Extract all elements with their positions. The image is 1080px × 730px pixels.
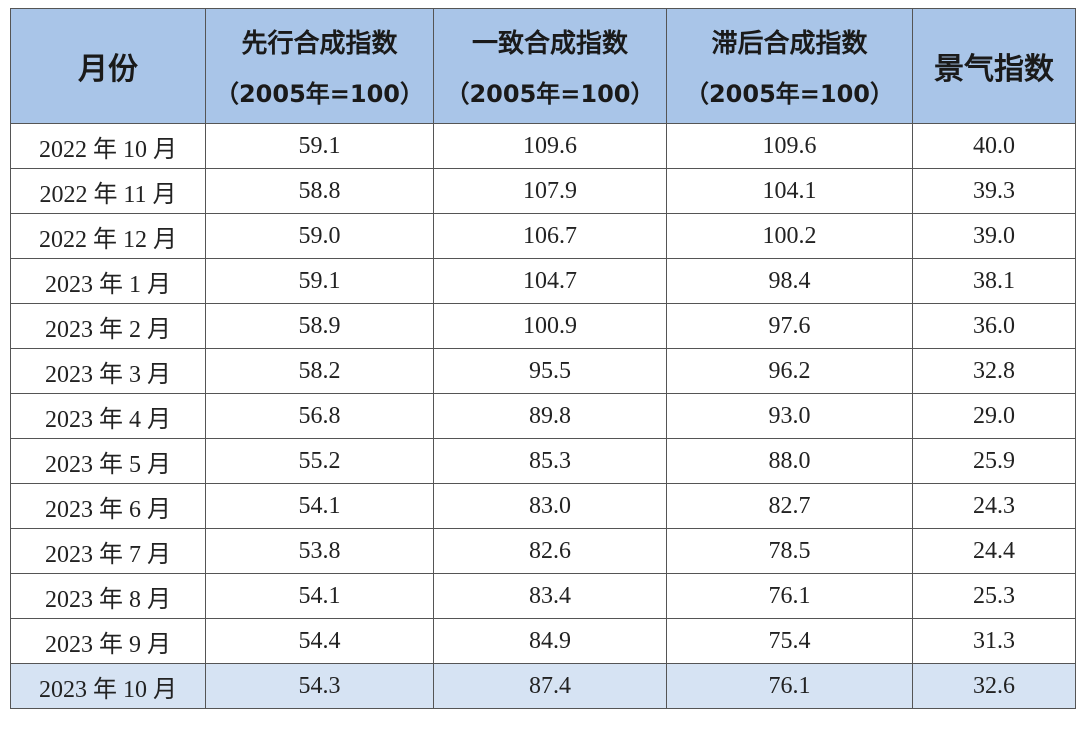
value-cell: 38.1 [912, 258, 1076, 304]
month-cell: 2022 年 12 月 [10, 213, 206, 259]
value-cell: 58.2 [205, 348, 434, 394]
header-title: 先行合成指数 [241, 29, 398, 59]
month-cell: 2023 年 6 月 [10, 483, 206, 529]
value-cell: 25.3 [912, 573, 1076, 619]
value-cell: 56.8 [205, 393, 434, 439]
month-cell: 2022 年 11 月 [10, 168, 206, 214]
value-cell: 78.5 [666, 528, 913, 574]
value-cell: 89.8 [433, 393, 667, 439]
value-cell: 75.4 [666, 618, 913, 664]
index-table: 月份 先行合成指数 （2005年=100） 一致合成指数 （2005年=100） 滞后合成… [10, 8, 1076, 709]
value-cell: 83.4 [433, 573, 667, 619]
value-cell: 76.1 [666, 663, 913, 709]
table-row: 2023 年 7 月 53.8 82.6 78.5 24.4 [10, 528, 1076, 574]
header-subtitle: （2005年=100） [445, 80, 655, 108]
value-cell: 53.8 [205, 528, 434, 574]
header-cell: 滞后合成指数 （2005年=100） [666, 8, 913, 124]
value-cell: 58.9 [205, 303, 434, 349]
table-row: 2023 年 9 月 54.4 84.9 75.4 31.3 [10, 618, 1076, 664]
value-cell: 100.9 [433, 303, 667, 349]
value-cell: 93.0 [666, 393, 913, 439]
month-cell: 2023 年 2 月 [10, 303, 206, 349]
header-row: 月份 先行合成指数 （2005年=100） 一致合成指数 （2005年=100） 滞后合成… [10, 8, 1076, 124]
table-row: 2022 年 11 月 58.8 107.9 104.1 39.3 [10, 168, 1076, 214]
value-cell: 54.1 [205, 573, 434, 619]
month-cell: 2023 年 9 月 [10, 618, 206, 664]
value-cell: 31.3 [912, 618, 1076, 664]
value-cell: 39.3 [912, 168, 1076, 214]
header-subtitle: （2005年=100） [684, 80, 894, 108]
header-cell: 一致合成指数 （2005年=100） [433, 8, 667, 124]
value-cell: 100.2 [666, 213, 913, 259]
table-row: 2023 年 6 月 54.1 83.0 82.7 24.3 [10, 483, 1076, 529]
table-row: 2022 年 10 月 59.1 109.6 109.6 40.0 [10, 123, 1076, 169]
value-cell: 109.6 [666, 123, 913, 169]
table-row: 2023 年 4 月 56.8 89.8 93.0 29.0 [10, 393, 1076, 439]
value-cell: 87.4 [433, 663, 667, 709]
value-cell: 40.0 [912, 123, 1076, 169]
month-cell: 2023 年 5 月 [10, 438, 206, 484]
value-cell: 39.0 [912, 213, 1076, 259]
value-cell: 54.3 [205, 663, 434, 709]
value-cell: 58.8 [205, 168, 434, 214]
value-cell: 24.4 [912, 528, 1076, 574]
value-cell: 54.1 [205, 483, 434, 529]
value-cell: 54.4 [205, 618, 434, 664]
value-cell: 95.5 [433, 348, 667, 394]
month-cell: 2023 年 8 月 [10, 573, 206, 619]
table-body: 2022 年 10 月 59.1 109.6 109.6 40.0 2022 年 11 月… [10, 123, 1076, 709]
value-cell: 84.9 [433, 618, 667, 664]
value-cell: 97.6 [666, 303, 913, 349]
value-cell: 98.4 [666, 258, 913, 304]
value-cell: 76.1 [666, 573, 913, 619]
table-row: 2023 年 3 月 58.2 95.5 96.2 32.8 [10, 348, 1076, 394]
value-cell: 59.1 [205, 258, 434, 304]
month-cell: 2023 年 3 月 [10, 348, 206, 394]
table-row: 2023 年 2 月 58.9 100.9 97.6 36.0 [10, 303, 1076, 349]
value-cell: 85.3 [433, 438, 667, 484]
value-cell: 109.6 [433, 123, 667, 169]
month-cell: 2023 年 1 月 [10, 258, 206, 304]
header-title: 景气指数 [934, 52, 1054, 87]
month-cell: 2022 年 10 月 [10, 123, 206, 169]
table-row: 2023 年 5 月 55.2 85.3 88.0 25.9 [10, 438, 1076, 484]
table-row: 2023 年 1 月 59.1 104.7 98.4 38.1 [10, 258, 1076, 304]
value-cell: 32.8 [912, 348, 1076, 394]
table-row: 2022 年 12 月 59.0 106.7 100.2 39.0 [10, 213, 1076, 259]
value-cell: 83.0 [433, 483, 667, 529]
value-cell: 24.3 [912, 483, 1076, 529]
value-cell: 36.0 [912, 303, 1076, 349]
header-title: 一致合成指数 [471, 29, 628, 59]
header-cell: 月份 [10, 8, 206, 124]
table-row: 2023 年 10 月 54.3 87.4 76.1 32.6 [10, 663, 1076, 709]
value-cell: 82.7 [666, 483, 913, 529]
header-cell: 先行合成指数 （2005年=100） [205, 8, 434, 124]
value-cell: 107.9 [433, 168, 667, 214]
month-cell: 2023 年 10 月 [10, 663, 206, 709]
value-cell: 88.0 [666, 438, 913, 484]
header-title: 月份 [78, 52, 138, 87]
value-cell: 106.7 [433, 213, 667, 259]
value-cell: 25.9 [912, 438, 1076, 484]
value-cell: 32.6 [912, 663, 1076, 709]
table-header: 月份 先行合成指数 （2005年=100） 一致合成指数 （2005年=100） 滞后合成… [10, 8, 1076, 124]
header-cell: 景气指数 [912, 8, 1076, 124]
header-title: 滞后合成指数 [711, 29, 868, 59]
value-cell: 59.0 [205, 213, 434, 259]
value-cell: 59.1 [205, 123, 434, 169]
header-subtitle: （2005年=100） [214, 80, 424, 108]
value-cell: 29.0 [912, 393, 1076, 439]
value-cell: 104.7 [433, 258, 667, 304]
table-row: 2023 年 8 月 54.1 83.4 76.1 25.3 [10, 573, 1076, 619]
value-cell: 104.1 [666, 168, 913, 214]
value-cell: 96.2 [666, 348, 913, 394]
month-cell: 2023 年 4 月 [10, 393, 206, 439]
value-cell: 55.2 [205, 438, 434, 484]
value-cell: 82.6 [433, 528, 667, 574]
month-cell: 2023 年 7 月 [10, 528, 206, 574]
